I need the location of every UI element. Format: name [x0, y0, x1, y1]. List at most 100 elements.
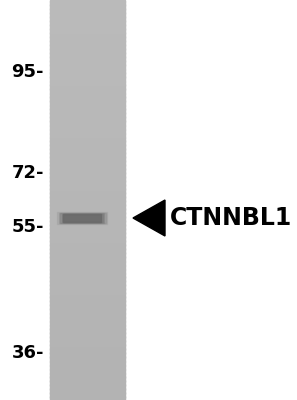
Bar	[50, 159, 125, 160]
Bar	[50, 177, 125, 179]
Bar	[50, 237, 125, 239]
Bar	[50, 83, 125, 84]
Bar	[50, 231, 125, 232]
Bar	[50, 327, 125, 328]
Bar	[50, 189, 125, 191]
Bar	[50, 68, 125, 70]
Bar	[50, 125, 125, 127]
Bar	[50, 175, 125, 176]
Bar	[50, 108, 125, 110]
Bar	[50, 168, 125, 170]
Bar	[50, 393, 125, 395]
Bar	[50, 52, 125, 54]
Bar	[50, 331, 125, 332]
Bar	[50, 184, 125, 186]
Bar	[50, 391, 125, 392]
Bar	[50, 269, 125, 271]
Bar	[50, 27, 125, 28]
Bar	[50, 387, 125, 388]
Bar	[50, 133, 125, 135]
Bar	[50, 8, 125, 10]
Text: 95-: 95-	[12, 63, 44, 81]
Bar	[63, 214, 101, 222]
Bar	[50, 179, 125, 180]
Bar	[50, 201, 125, 203]
Bar	[50, 7, 125, 8]
Bar	[50, 381, 125, 383]
Text: CTNNBL1: CTNNBL1	[170, 206, 292, 230]
Bar	[50, 305, 125, 307]
Bar	[50, 75, 125, 76]
Bar	[50, 99, 125, 100]
Bar	[50, 352, 125, 354]
Bar	[50, 176, 125, 178]
Text: 36-: 36-	[12, 344, 44, 362]
Bar	[50, 221, 125, 223]
Bar	[50, 300, 125, 302]
Bar	[50, 355, 125, 356]
Bar	[50, 20, 125, 22]
Bar	[50, 339, 125, 340]
Bar	[50, 76, 125, 78]
Bar	[59, 213, 105, 223]
Bar	[50, 5, 125, 7]
Bar	[50, 117, 125, 119]
Polygon shape	[133, 200, 165, 236]
Bar	[50, 35, 125, 36]
Bar	[50, 155, 125, 156]
Bar	[50, 61, 125, 63]
Bar	[50, 171, 125, 172]
Bar	[50, 149, 125, 151]
Bar	[50, 359, 125, 360]
Bar	[50, 71, 125, 72]
Bar	[50, 135, 125, 136]
Bar	[50, 229, 125, 231]
Bar	[50, 216, 125, 218]
Bar	[50, 325, 125, 327]
Bar	[50, 291, 125, 292]
Bar	[50, 13, 125, 15]
Bar	[50, 191, 125, 192]
Bar	[50, 340, 125, 342]
Bar	[50, 141, 125, 143]
Bar	[50, 39, 125, 40]
Bar	[50, 279, 125, 280]
Bar	[50, 3, 125, 4]
Bar	[50, 115, 125, 116]
Bar	[50, 349, 125, 351]
Bar	[50, 121, 125, 123]
Bar	[50, 256, 125, 258]
Bar	[50, 72, 125, 74]
Bar	[50, 397, 125, 399]
Bar	[50, 225, 125, 227]
Bar	[50, 79, 125, 80]
Bar	[50, 368, 125, 370]
Bar	[50, 228, 125, 230]
Bar	[50, 236, 125, 238]
Bar	[50, 332, 125, 334]
Bar	[50, 145, 125, 147]
Bar	[50, 199, 125, 200]
Bar	[50, 293, 125, 295]
Bar	[50, 144, 125, 146]
Bar	[50, 295, 125, 296]
Bar	[50, 343, 125, 344]
Bar	[50, 31, 125, 32]
Bar	[50, 245, 125, 247]
Bar	[50, 232, 125, 234]
Bar	[50, 303, 125, 304]
Bar	[50, 399, 125, 400]
Bar	[50, 103, 125, 104]
Bar	[50, 276, 125, 278]
Bar	[50, 49, 125, 51]
Bar	[57, 212, 107, 224]
Bar	[50, 85, 125, 87]
Bar	[50, 88, 125, 90]
Bar	[50, 0, 125, 2]
Bar	[50, 105, 125, 107]
Bar	[50, 287, 125, 288]
Bar	[50, 392, 125, 394]
Bar	[50, 188, 125, 190]
Bar	[50, 180, 125, 182]
Bar	[50, 243, 125, 244]
